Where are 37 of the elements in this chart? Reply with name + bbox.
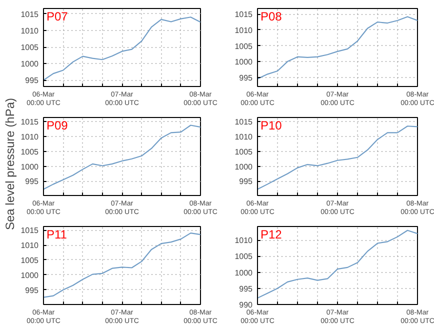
y-tick-label: 1015	[20, 118, 40, 127]
chart-title: P09	[46, 118, 68, 132]
y-tick-label: 990	[239, 300, 254, 310]
y-tick-label: 1005	[20, 256, 40, 265]
y-tick-label: 1015	[20, 10, 40, 19]
y-tick-label: 1000	[234, 268, 254, 278]
y-tick-label: 1005	[234, 42, 254, 51]
y-tick-label: 1000	[20, 60, 40, 69]
y-tick-label: 1010	[20, 26, 40, 36]
y-tick-label: 1010	[234, 132, 254, 142]
chart-title: P08	[260, 10, 282, 24]
y-tick-label: 1005	[20, 147, 40, 156]
y-tick-label: 995	[25, 76, 40, 86]
y-tick-label: 995	[239, 177, 254, 186]
chart-title: P12	[260, 228, 282, 242]
y-axis-title: Sea level pressure (hPa)	[2, 98, 17, 230]
y-tick-label: 1010	[20, 241, 40, 250]
y-tick-label: 1010	[234, 26, 254, 35]
y-tick-label: 1010	[234, 236, 254, 246]
y-tick-label: 1000	[234, 162, 254, 172]
y-tick-label: 1005	[234, 147, 254, 156]
y-tick-label: 995	[239, 73, 254, 82]
y-tick-label: 995	[239, 284, 254, 294]
y-tick-label: 1005	[20, 43, 40, 52]
y-tick-label: 1015	[234, 10, 254, 20]
y-tick-label: 995	[25, 177, 40, 186]
chart-title: P11	[46, 228, 68, 242]
y-tick-label: 1015	[20, 226, 40, 236]
chart-title: P10	[260, 118, 282, 132]
y-tick-label: 1015	[234, 118, 254, 127]
y-tick-label: 1000	[20, 162, 40, 172]
y-tick-label: 1000	[20, 270, 40, 280]
chart-title: P07	[46, 10, 68, 24]
y-tick-label: 1000	[234, 58, 254, 67]
y-tick-label: 1010	[20, 132, 40, 142]
y-tick-label: 1005	[234, 252, 254, 262]
y-tick-label: 995	[25, 286, 40, 295]
